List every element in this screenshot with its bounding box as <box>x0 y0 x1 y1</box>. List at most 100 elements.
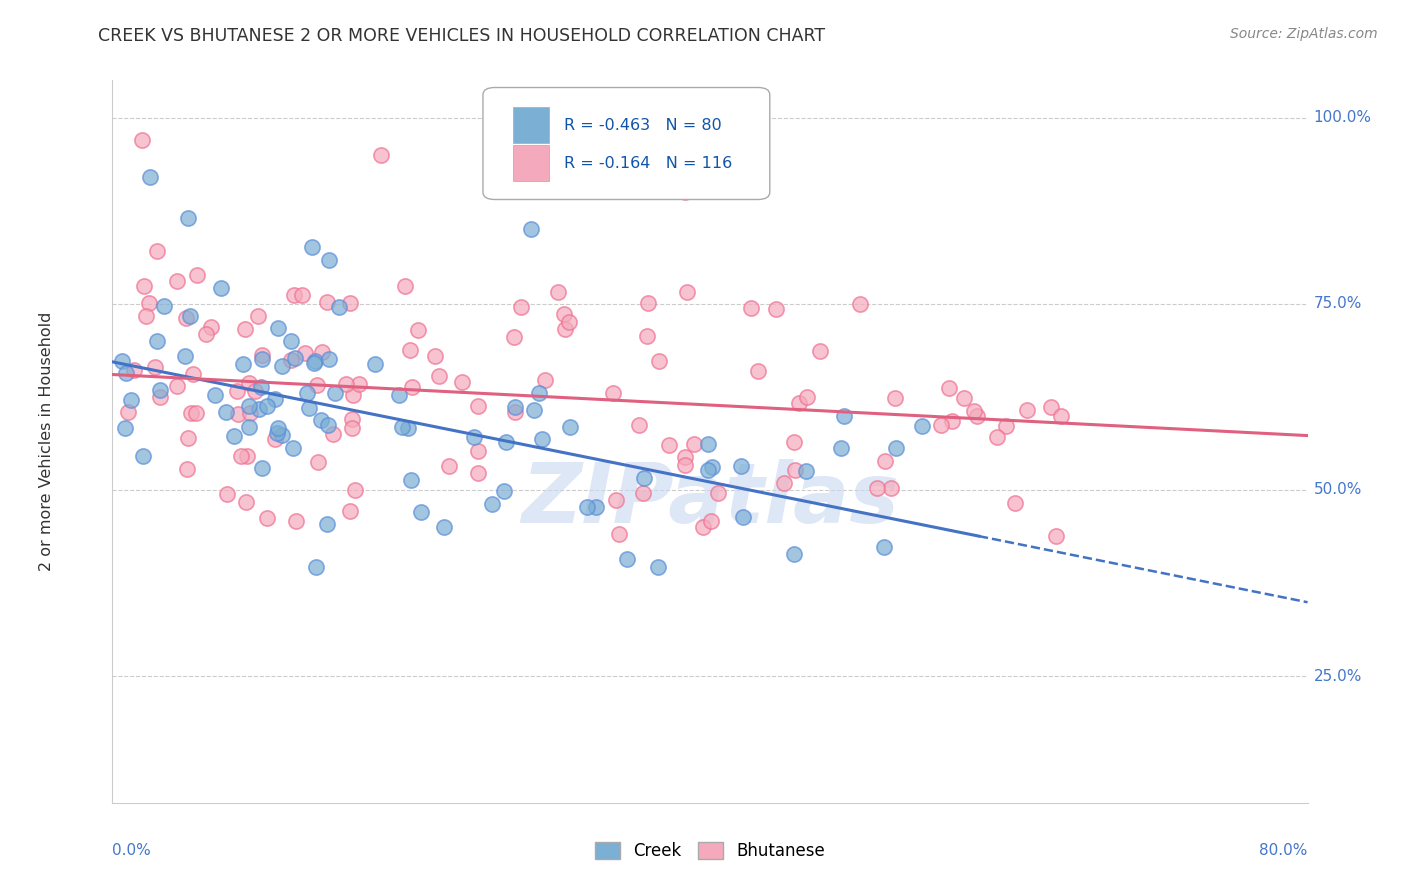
Point <box>533 373 555 387</box>
Point <box>179 310 201 324</box>
Point <box>1045 529 1067 543</box>
Point <box>683 436 706 450</box>
Point <box>396 420 419 434</box>
Point <box>256 399 278 413</box>
Text: 2 or more Vehicles in Household: 2 or more Vehicles in Household <box>39 312 55 571</box>
Point <box>285 514 308 528</box>
Point <box>138 296 160 310</box>
Point <box>929 417 952 432</box>
Point <box>298 401 321 415</box>
Point <box>700 514 723 528</box>
Point <box>794 465 817 479</box>
Point <box>503 405 526 419</box>
Point <box>318 351 340 366</box>
Point <box>437 459 460 474</box>
Point <box>176 462 198 476</box>
Point <box>995 418 1018 433</box>
Point <box>311 344 333 359</box>
Point <box>340 421 363 435</box>
Point <box>633 470 655 484</box>
Point <box>217 487 239 501</box>
Point <box>1040 401 1063 415</box>
Point <box>250 460 273 475</box>
Point <box>238 399 260 413</box>
Point <box>117 405 139 419</box>
Point <box>264 392 287 407</box>
Point <box>316 418 339 433</box>
Point <box>1017 402 1039 417</box>
Point <box>673 458 696 473</box>
Point <box>166 379 188 393</box>
Point <box>866 482 889 496</box>
Point <box>796 390 818 404</box>
Point <box>149 383 172 397</box>
Point <box>120 393 142 408</box>
Point <box>131 133 153 147</box>
Point <box>342 388 364 402</box>
Text: 100.0%: 100.0% <box>1313 110 1372 125</box>
Text: ZIPatlas: ZIPatlas <box>522 458 898 540</box>
Point <box>531 432 554 446</box>
Point <box>938 381 960 395</box>
Point <box>731 510 754 524</box>
Point <box>463 430 485 444</box>
Point <box>294 345 316 359</box>
Point <box>184 406 207 420</box>
Point <box>547 285 569 300</box>
Point <box>146 334 169 348</box>
Point <box>280 334 302 349</box>
Point <box>576 500 599 515</box>
Point <box>911 419 934 434</box>
Point <box>879 481 901 495</box>
Point <box>305 560 328 574</box>
Point <box>627 417 650 432</box>
Point <box>343 483 366 497</box>
Point <box>409 505 432 519</box>
Point <box>527 385 550 400</box>
Point <box>363 357 385 371</box>
Point <box>247 402 270 417</box>
Point <box>243 384 266 398</box>
Point <box>316 516 339 531</box>
Point <box>271 359 294 373</box>
Point <box>250 348 273 362</box>
Point <box>675 450 697 464</box>
Point <box>637 296 659 310</box>
Point <box>830 441 852 455</box>
Point <box>180 406 202 420</box>
Point <box>302 356 325 370</box>
Point <box>832 409 855 423</box>
Point <box>267 421 290 435</box>
Point <box>553 307 575 321</box>
Point <box>283 441 305 455</box>
Point <box>616 552 638 566</box>
Point <box>295 385 318 400</box>
Point <box>401 474 423 488</box>
Point <box>433 520 456 534</box>
Point <box>316 294 339 309</box>
Point <box>492 484 515 499</box>
Point <box>307 378 329 392</box>
Point <box>323 385 346 400</box>
Point <box>114 367 136 381</box>
Point <box>607 526 630 541</box>
Text: R = -0.463   N = 80: R = -0.463 N = 80 <box>564 118 721 133</box>
Point <box>1004 496 1026 510</box>
Point <box>186 268 208 282</box>
Point <box>291 288 314 302</box>
Point <box>451 375 474 389</box>
Text: CREEK VS BHUTANESE 2 OR MORE VEHICLES IN HOUSEHOLD CORRELATION CHART: CREEK VS BHUTANESE 2 OR MORE VEHICLES IN… <box>98 27 825 45</box>
Bar <box>513 107 548 143</box>
Point <box>673 186 696 200</box>
Point <box>111 354 134 368</box>
Point <box>149 391 172 405</box>
Point <box>783 463 806 477</box>
Point <box>204 388 226 402</box>
Point <box>124 363 146 377</box>
Point <box>342 412 364 426</box>
Point <box>235 322 257 336</box>
Point <box>605 492 627 507</box>
Point <box>700 459 723 474</box>
Point <box>177 211 200 225</box>
Point <box>222 428 245 442</box>
